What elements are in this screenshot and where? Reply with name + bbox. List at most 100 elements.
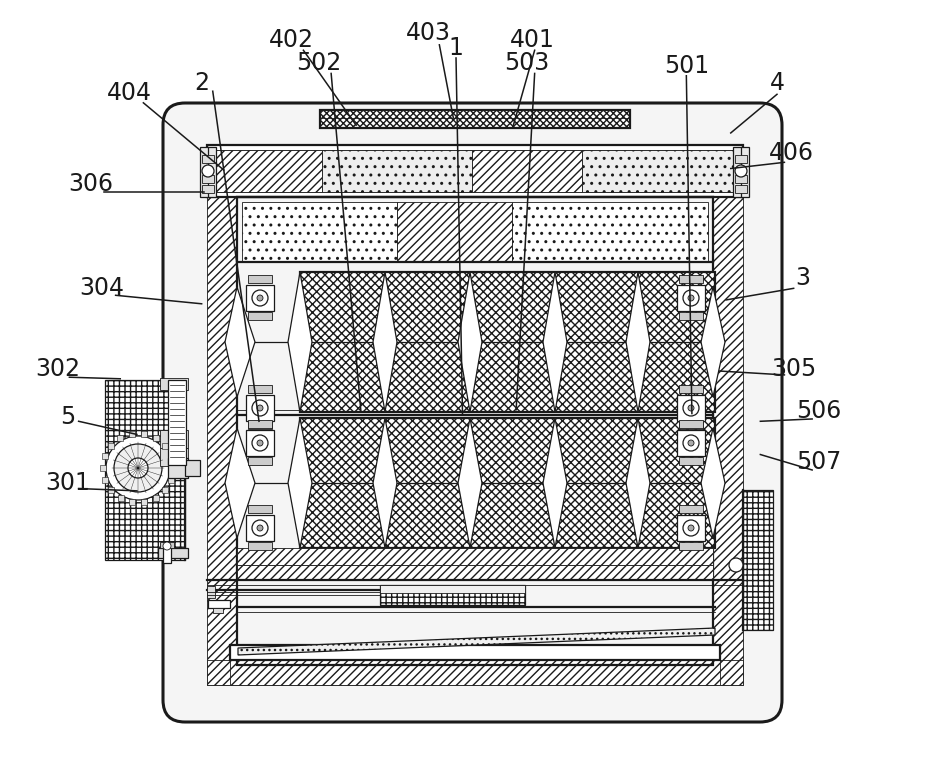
Bar	[512, 202, 708, 262]
Bar	[248, 542, 272, 550]
Bar	[168, 380, 186, 465]
Bar	[207, 586, 215, 598]
Bar	[170, 465, 176, 471]
Circle shape	[252, 400, 268, 416]
Bar	[679, 385, 703, 393]
Text: 305: 305	[771, 357, 816, 382]
Text: 406: 406	[769, 141, 813, 165]
Bar	[160, 430, 188, 448]
Bar	[322, 150, 472, 192]
Polygon shape	[238, 628, 715, 655]
Polygon shape	[207, 148, 237, 685]
Bar	[160, 448, 188, 466]
Bar	[153, 495, 158, 502]
Text: 404: 404	[107, 80, 152, 105]
Bar	[162, 442, 167, 448]
Circle shape	[688, 295, 694, 301]
Circle shape	[683, 290, 699, 306]
Circle shape	[252, 435, 268, 451]
Bar	[679, 420, 703, 428]
Bar	[248, 312, 272, 320]
Bar	[679, 457, 703, 465]
Circle shape	[252, 290, 268, 306]
Circle shape	[257, 525, 263, 531]
Bar	[105, 380, 185, 560]
Circle shape	[683, 400, 699, 416]
Bar	[735, 155, 747, 163]
Bar	[679, 421, 703, 429]
Polygon shape	[207, 660, 743, 685]
Text: 403: 403	[406, 21, 450, 46]
Circle shape	[114, 444, 162, 492]
Polygon shape	[458, 418, 482, 548]
Text: 304: 304	[80, 275, 124, 300]
Circle shape	[683, 435, 699, 451]
Circle shape	[202, 165, 214, 177]
Text: 301: 301	[45, 471, 90, 495]
Bar	[733, 147, 749, 197]
Bar	[158, 548, 188, 558]
Text: 402: 402	[269, 28, 314, 53]
Circle shape	[163, 542, 171, 550]
Bar	[163, 545, 171, 563]
Text: 4: 4	[770, 71, 784, 96]
Circle shape	[683, 520, 699, 536]
Polygon shape	[288, 272, 312, 412]
Circle shape	[106, 436, 170, 500]
FancyBboxPatch shape	[163, 103, 782, 722]
Bar	[237, 197, 713, 665]
Polygon shape	[288, 418, 312, 548]
Bar	[300, 418, 715, 548]
Bar	[743, 490, 773, 630]
Polygon shape	[626, 418, 650, 548]
Bar	[129, 499, 135, 506]
Bar	[108, 442, 114, 448]
Bar	[162, 488, 167, 493]
Bar	[248, 421, 272, 429]
Circle shape	[688, 440, 694, 446]
Bar	[397, 202, 512, 262]
Text: 503: 503	[505, 51, 549, 76]
Bar	[582, 150, 738, 192]
Bar	[248, 420, 272, 428]
Text: 401: 401	[510, 28, 554, 53]
Polygon shape	[713, 148, 743, 685]
Polygon shape	[626, 272, 650, 412]
Bar	[677, 430, 705, 456]
Circle shape	[729, 558, 743, 572]
Bar	[102, 477, 108, 483]
Text: 302: 302	[35, 357, 80, 382]
Circle shape	[735, 165, 747, 177]
Bar	[380, 585, 525, 593]
Bar	[320, 110, 630, 128]
Bar	[246, 515, 274, 541]
Circle shape	[257, 440, 263, 446]
Bar	[679, 275, 703, 283]
Bar	[213, 608, 223, 613]
Bar	[185, 460, 200, 476]
Bar	[242, 202, 397, 262]
Bar	[248, 457, 272, 465]
Bar	[200, 147, 216, 197]
Bar	[679, 505, 703, 513]
Bar	[246, 430, 274, 456]
Bar	[153, 434, 158, 441]
Bar	[735, 185, 747, 193]
Polygon shape	[230, 660, 720, 685]
Circle shape	[688, 405, 694, 411]
Bar	[677, 395, 705, 421]
Text: 501: 501	[664, 53, 709, 78]
Text: 507: 507	[796, 450, 841, 475]
Bar	[208, 600, 230, 608]
Bar	[679, 312, 703, 320]
Bar	[117, 495, 124, 502]
Polygon shape	[230, 645, 720, 660]
Text: 2: 2	[194, 70, 209, 95]
Bar	[300, 272, 715, 412]
Bar	[212, 150, 738, 192]
Bar	[677, 515, 705, 541]
Text: 3: 3	[796, 266, 810, 291]
Bar	[202, 185, 214, 193]
Bar	[129, 431, 135, 437]
Bar	[248, 275, 272, 283]
